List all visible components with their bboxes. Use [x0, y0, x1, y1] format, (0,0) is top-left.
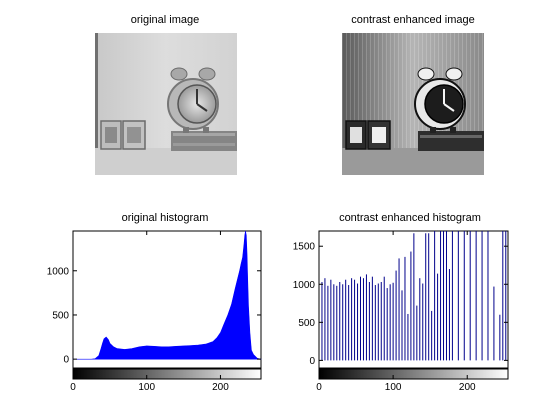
enhanced-histogram-ytick-label: 0: [309, 356, 315, 367]
enhanced-histogram-plot: 0 500 1000 1500 0 100 200: [293, 230, 509, 393]
original-histogram-xtick-label: 100: [138, 382, 155, 393]
original-histogram-title: original histogram: [121, 212, 209, 224]
enhanced-histogram-xtick-label: 100: [385, 382, 402, 393]
enhanced-histogram-xtick-label: 0: [316, 382, 322, 393]
enhanced-image-title: contrast enhanced image: [351, 14, 475, 26]
original-histogram-area: [72, 230, 262, 360]
original-histogram-xtick-label: 200: [212, 382, 229, 393]
original-image-title: original image: [130, 14, 200, 26]
enhanced-histogram-ytick-label: 1500: [293, 242, 316, 253]
original-image: [95, 33, 237, 175]
original-histogram-ytick-label: 500: [52, 310, 69, 321]
enhanced-histogram-title: contrast enhanced histogram: [339, 212, 481, 224]
original-histogram-ytick-label: 1000: [47, 266, 70, 277]
enhanced-histogram-ytick-label: 1000: [293, 280, 316, 291]
contrast-enhanced-image: [342, 33, 484, 175]
enhanced-histogram-colorbar: [318, 368, 509, 380]
original-histogram-plot: 0 500 1000 0 100 200: [47, 230, 262, 393]
original-histogram-ytick-label: 0: [63, 355, 69, 366]
original-histogram-xtick-label: 0: [70, 382, 76, 393]
enhanced-histogram-xtick-label: 200: [459, 382, 476, 393]
original-histogram-colorbar: [72, 368, 262, 380]
enhanced-histogram-ytick-label: 500: [298, 318, 315, 329]
